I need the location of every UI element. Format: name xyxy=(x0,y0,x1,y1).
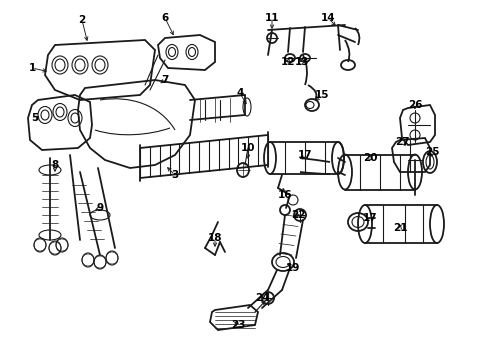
Text: 17: 17 xyxy=(297,150,312,160)
Text: 8: 8 xyxy=(51,160,59,170)
Text: 14: 14 xyxy=(320,13,335,23)
Text: 26: 26 xyxy=(407,100,421,110)
Text: 24: 24 xyxy=(254,293,269,303)
Text: 16: 16 xyxy=(277,190,292,200)
Text: 21: 21 xyxy=(392,223,407,233)
Text: 17: 17 xyxy=(362,213,377,223)
Text: 4: 4 xyxy=(236,88,243,98)
Text: 12: 12 xyxy=(280,57,295,67)
Text: 3: 3 xyxy=(171,170,178,180)
Text: 25: 25 xyxy=(424,147,438,157)
Text: 22: 22 xyxy=(290,210,305,220)
Text: 23: 23 xyxy=(230,320,245,330)
Text: 18: 18 xyxy=(207,233,222,243)
Text: 10: 10 xyxy=(240,143,255,153)
Text: 9: 9 xyxy=(96,203,103,213)
Text: 11: 11 xyxy=(264,13,279,23)
Text: 27: 27 xyxy=(394,137,408,147)
Text: 5: 5 xyxy=(31,113,39,123)
Text: 6: 6 xyxy=(161,13,168,23)
Text: 1: 1 xyxy=(28,63,36,73)
Text: 7: 7 xyxy=(161,75,168,85)
Text: 15: 15 xyxy=(314,90,328,100)
Text: 13: 13 xyxy=(294,57,308,67)
Text: 2: 2 xyxy=(78,15,85,25)
Text: 19: 19 xyxy=(285,263,300,273)
Text: 20: 20 xyxy=(362,153,376,163)
